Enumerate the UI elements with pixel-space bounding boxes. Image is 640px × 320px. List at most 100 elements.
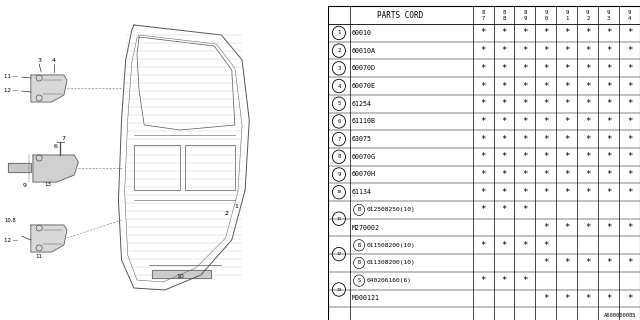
Text: *: * <box>543 170 548 179</box>
Text: *: * <box>501 64 507 73</box>
Text: *: * <box>501 135 507 144</box>
Text: *: * <box>606 170 611 179</box>
Text: *: * <box>564 99 570 108</box>
Text: *: * <box>627 135 632 144</box>
Text: *: * <box>501 117 507 126</box>
Text: *: * <box>481 117 486 126</box>
Text: *: * <box>606 135 611 144</box>
Text: *: * <box>522 135 527 144</box>
Text: 61254: 61254 <box>352 101 372 107</box>
Text: 3: 3 <box>37 58 41 63</box>
Text: *: * <box>522 28 527 37</box>
Text: *: * <box>501 170 507 179</box>
Text: 9
1: 9 1 <box>565 10 568 21</box>
Text: *: * <box>585 46 590 55</box>
Text: *: * <box>481 82 486 91</box>
Text: 10: 10 <box>336 190 342 194</box>
Text: *: * <box>522 152 527 161</box>
Text: 11: 11 <box>336 217 342 221</box>
Text: *: * <box>585 152 590 161</box>
Text: *: * <box>606 28 611 37</box>
Polygon shape <box>8 163 31 172</box>
Text: *: * <box>543 259 548 268</box>
Text: *: * <box>564 135 570 144</box>
Polygon shape <box>31 225 67 252</box>
Text: *: * <box>543 64 548 73</box>
Text: *: * <box>543 188 548 197</box>
Text: *: * <box>585 170 590 179</box>
Text: 2: 2 <box>225 211 228 216</box>
Text: *: * <box>522 46 527 55</box>
Text: *: * <box>481 99 486 108</box>
Text: *: * <box>564 170 570 179</box>
Polygon shape <box>31 75 67 102</box>
Text: *: * <box>606 259 611 268</box>
Text: *: * <box>501 188 507 197</box>
Text: *: * <box>564 223 570 232</box>
Text: *: * <box>627 28 632 37</box>
Text: *: * <box>585 223 590 232</box>
Text: *: * <box>627 82 632 91</box>
Text: 8
9: 8 9 <box>524 10 527 21</box>
Text: *: * <box>627 99 632 108</box>
Text: *: * <box>522 64 527 73</box>
Text: 012508250(10): 012508250(10) <box>367 207 416 212</box>
Text: 3: 3 <box>337 66 340 71</box>
Text: *: * <box>481 276 486 285</box>
Text: 8
7: 8 7 <box>481 10 484 21</box>
Text: *: * <box>606 223 611 232</box>
Text: 9
2: 9 2 <box>586 10 589 21</box>
Text: *: * <box>522 188 527 197</box>
Text: *: * <box>606 46 611 55</box>
Text: 12: 12 <box>336 252 342 256</box>
Text: 11: 11 <box>36 254 43 259</box>
Text: *: * <box>543 82 548 91</box>
Text: B: B <box>358 243 361 248</box>
Text: *: * <box>606 82 611 91</box>
Text: *: * <box>543 46 548 55</box>
Text: *: * <box>522 170 527 179</box>
Text: 9: 9 <box>23 183 27 188</box>
Text: 4: 4 <box>52 58 56 63</box>
Text: 13: 13 <box>336 287 342 292</box>
Text: *: * <box>543 223 548 232</box>
Text: 60070G: 60070G <box>352 154 376 160</box>
Text: *: * <box>627 188 632 197</box>
Text: *: * <box>585 294 590 303</box>
Text: *: * <box>543 28 548 37</box>
Text: *: * <box>543 135 548 144</box>
Text: *: * <box>543 241 548 250</box>
Text: *: * <box>627 294 632 303</box>
Text: *: * <box>481 46 486 55</box>
Text: *: * <box>585 28 590 37</box>
Text: *: * <box>543 294 548 303</box>
Text: *: * <box>627 223 632 232</box>
Text: S: S <box>358 278 361 283</box>
Text: *: * <box>481 170 486 179</box>
Text: 9: 9 <box>337 172 340 177</box>
Text: 8
8: 8 8 <box>502 10 506 21</box>
Text: *: * <box>627 259 632 268</box>
Text: *: * <box>606 64 611 73</box>
Text: *: * <box>606 152 611 161</box>
Text: 60010: 60010 <box>352 30 372 36</box>
Text: *: * <box>585 82 590 91</box>
Text: *: * <box>564 28 570 37</box>
Text: 11 —: 11 — <box>4 74 19 79</box>
Text: 60070E: 60070E <box>352 83 376 89</box>
Text: *: * <box>627 117 632 126</box>
Text: *: * <box>564 117 570 126</box>
Text: B: B <box>358 260 361 266</box>
Text: *: * <box>606 188 611 197</box>
Text: 60010A: 60010A <box>352 48 376 54</box>
Text: 8: 8 <box>337 154 340 159</box>
Text: *: * <box>564 152 570 161</box>
Text: M270002: M270002 <box>352 225 380 231</box>
Text: 10,8: 10,8 <box>4 218 16 223</box>
Text: 9
0: 9 0 <box>544 10 547 21</box>
Text: *: * <box>481 135 486 144</box>
Text: *: * <box>606 117 611 126</box>
Text: *: * <box>585 188 590 197</box>
Text: A600000085: A600000085 <box>604 313 637 318</box>
Text: 9
3: 9 3 <box>607 10 611 21</box>
